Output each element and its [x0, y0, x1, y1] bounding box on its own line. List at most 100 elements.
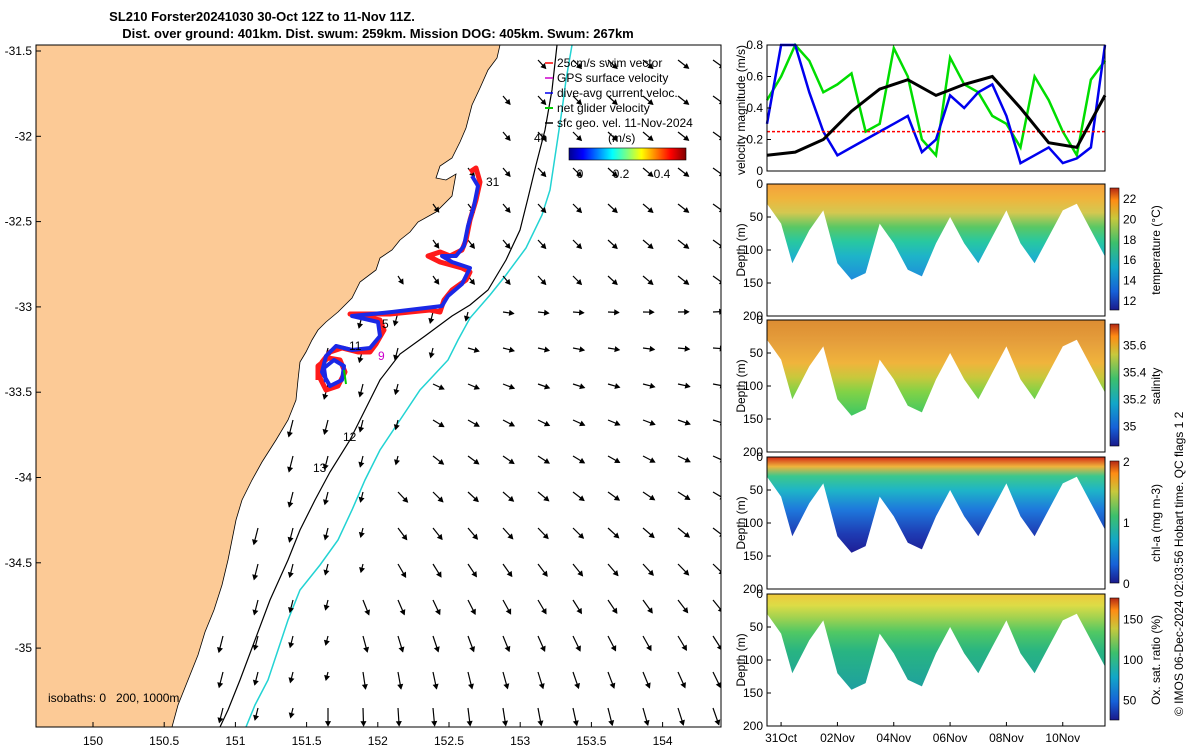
- velocity-arrowhead: [473, 384, 480, 390]
- velocity-arrowhead: [363, 646, 370, 653]
- map-y-tick-label: -34: [15, 471, 33, 485]
- velocity-arrowhead: [683, 171, 690, 177]
- velocity-arrowhead: [508, 458, 515, 465]
- velocity-arrowhead: [647, 63, 654, 70]
- velocity-arrowhead: [646, 644, 652, 652]
- velocity-arrowhead: [540, 206, 547, 214]
- velocity-arrowhead: [611, 607, 618, 614]
- section-colorbar-tick: 18: [1123, 233, 1137, 247]
- velocity-arrowhead: [540, 134, 547, 142]
- section-colorbar-tick: 12: [1123, 294, 1137, 308]
- velocity-arrowhead: [433, 646, 440, 653]
- velocity-y-tick-label: 0.6: [746, 70, 763, 84]
- velocity-arrowhead: [506, 570, 513, 578]
- velocity-arrow: [712, 275, 721, 283]
- map-y-tick-label: -33.5: [5, 385, 33, 399]
- section-variable-label: temperature (°C): [1149, 205, 1163, 295]
- velocity-arrowhead: [579, 420, 586, 427]
- velocity-arrowhead: [508, 421, 516, 427]
- velocity-arrowhead: [469, 278, 475, 285]
- legend-dive: dive-avg current veloc.: [557, 86, 678, 100]
- section-ylabel: Depth (m): [734, 633, 748, 686]
- velocity-arrowhead: [288, 606, 294, 614]
- velocity-arrowhead: [647, 607, 653, 614]
- map-frame: [35, 44, 722, 728]
- velocity-arrowhead: [472, 533, 479, 540]
- section-y-tick-label: 150: [743, 276, 763, 290]
- section-y-tick-label: 0: [756, 177, 763, 191]
- velocity-arrowhead: [578, 495, 585, 502]
- section-colorbar-tick: 1: [1123, 516, 1130, 530]
- velocity-series: [765, 42, 1107, 165]
- velocity-arrowhead: [438, 384, 445, 390]
- velocity-arrowhead: [287, 536, 294, 543]
- velocity-arrowhead: [683, 243, 690, 249]
- map-x-tick-label: 150: [83, 734, 103, 748]
- velocity-arrowhead: [683, 279, 690, 285]
- velocity-arrowhead: [611, 243, 618, 250]
- velocity-arrowhead: [469, 242, 475, 249]
- velocity-arrowhead: [649, 345, 656, 352]
- isobath-1000m: [245, 45, 573, 727]
- velocity-arrowhead: [357, 322, 364, 329]
- velocity-arrowhead: [473, 421, 480, 427]
- time-tick-label: 10Nov: [1045, 731, 1080, 745]
- velocity-arrowhead: [576, 99, 583, 106]
- velocity-arrowhead: [431, 720, 438, 727]
- velocity-arrow: [712, 131, 721, 139]
- velocity-arrowhead: [540, 98, 547, 106]
- map-x-tick-label: 151: [225, 734, 245, 748]
- velocity-arrowhead: [394, 459, 400, 466]
- velocity-arrowhead: [435, 608, 441, 616]
- velocity-arrowhead: [684, 308, 690, 315]
- velocity-arrowhead: [608, 720, 615, 727]
- map-x-tick-label: 152: [368, 734, 388, 748]
- velocity-arrowhead: [433, 242, 440, 249]
- map-legend: 25cm/s swim vector GPS surface velocity …: [545, 56, 693, 181]
- section-fill: [767, 184, 1105, 280]
- section-y-tick-label: 50: [750, 210, 764, 224]
- legend-swim: 25cm/s swim vector: [557, 56, 662, 70]
- velocity-arrowhead: [323, 534, 330, 541]
- legend-net: net glider velocity: [557, 101, 650, 115]
- time-tick-label: 04Nov: [876, 731, 911, 745]
- velocity-arrowhead: [288, 712, 295, 719]
- section-panel: 0 50 100 150 200 Depth (m) 35 35.2 35.4 35.6 salin…: [734, 313, 1163, 459]
- section-y-tick-label: 200: [743, 309, 763, 323]
- velocity-arrowhead: [643, 719, 650, 726]
- velocity-arrowhead: [612, 570, 619, 577]
- day-label: 9: [378, 349, 385, 363]
- section-y-tick-label: 100: [743, 379, 763, 393]
- velocity-arrow: [712, 167, 721, 175]
- velocity-arrow: [712, 563, 721, 573]
- velocity-arrow: [712, 455, 721, 461]
- legend-gps: GPS surface velocity: [557, 71, 668, 85]
- velocity-arrowhead: [540, 62, 547, 70]
- section-y-tick-label: 100: [743, 653, 763, 667]
- velocity-arrow: [712, 599, 721, 611]
- velocity-arrowhead: [543, 458, 550, 464]
- velocity-arrowhead: [714, 719, 721, 726]
- velocity-arrowhead: [217, 717, 224, 724]
- velocity-arrowhead: [252, 679, 259, 686]
- legend-sfc: sfc geo. vel. 11-Nov-2024: [557, 116, 693, 130]
- velocity-arrowhead: [649, 420, 656, 426]
- velocity-arrow: [712, 527, 721, 535]
- section-y-tick-label: 50: [750, 346, 764, 360]
- velocity-arrowhead: [504, 278, 511, 286]
- velocity-arrowhead: [684, 419, 691, 426]
- velocity-arrowhead: [401, 534, 408, 541]
- velocity-arrowhead: [400, 571, 407, 578]
- velocity-arrowhead: [614, 346, 621, 353]
- section-colorbar-tick: 35.6: [1123, 338, 1147, 352]
- velocity-arrowhead: [543, 346, 551, 353]
- section-ylabel: Depth (m): [734, 496, 748, 549]
- section-colorbar-tick: 35.2: [1123, 393, 1147, 407]
- velocity-arrowhead: [540, 170, 547, 178]
- section-y-tick-label: 0: [756, 313, 763, 327]
- velocity-arrowhead: [611, 207, 618, 214]
- velocity-arrowhead: [252, 539, 258, 546]
- velocity-arrowhead: [287, 466, 294, 473]
- section-y-tick-label: 100: [743, 516, 763, 530]
